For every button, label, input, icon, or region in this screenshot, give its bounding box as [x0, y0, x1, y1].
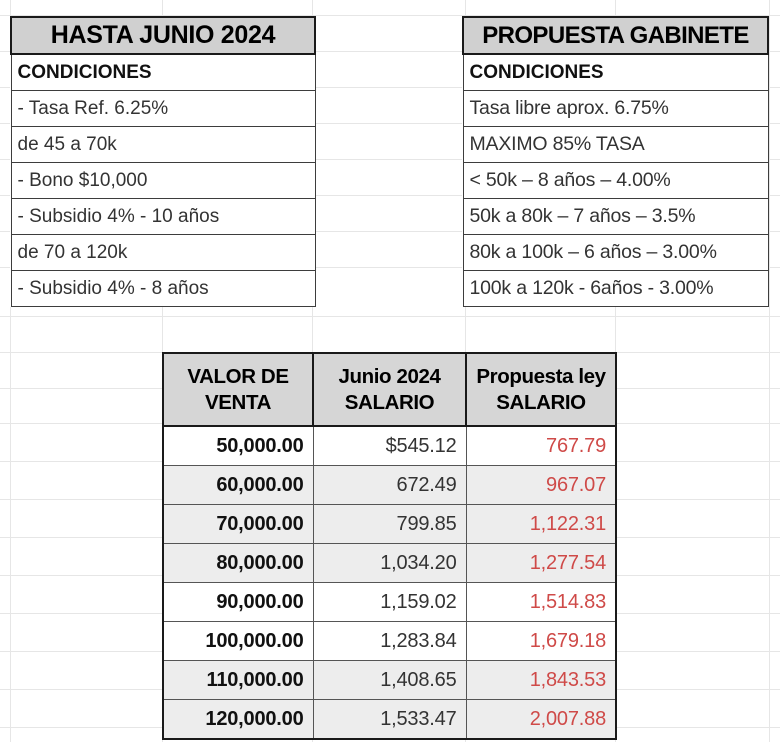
table-row: PROPUESTA GABINETE: [462, 16, 769, 55]
cell-valor-de-venta: 50,000.00: [162, 425, 314, 466]
table-row: 100,000.00 1,283.84 1,679.18: [162, 621, 617, 661]
hasta-junio-2024-panel: HASTA JUNIO 2024 CONDICIONES - Tasa Ref.…: [10, 16, 316, 307]
cell-propuesta-ley-salario: 2,007.88: [465, 699, 617, 740]
right-condition-3: < 50k – 8 años – 4.00%: [462, 162, 769, 199]
salary-comparison-table: VALOR DE VENTA Junio 2024 SALARIO Propue…: [162, 352, 617, 740]
table-row: 60,000.00 672.49 967.07: [162, 465, 617, 505]
left-condition-1: - Tasa Ref. 6.25%: [10, 90, 316, 127]
left-condition-2: de 45 a 70k: [10, 126, 316, 163]
cell-valor-de-venta: 100,000.00: [162, 621, 314, 661]
table-row: Tasa libre aprox. 6.75%: [462, 90, 769, 127]
header-line-2: SALARIO: [496, 390, 586, 414]
table-row: - Bono $10,000: [10, 162, 316, 199]
cell-junio-2024-salario: 1,533.47: [312, 699, 467, 740]
table-row: de 45 a 70k: [10, 126, 316, 163]
table-row: 70,000.00 799.85 1,122.31: [162, 504, 617, 544]
cell-valor-de-venta: 60,000.00: [162, 465, 314, 505]
right-condition-4: 50k a 80k – 7 años – 3.5%: [462, 198, 769, 235]
table-row: - Subsidio 4% - 10 años: [10, 198, 316, 235]
cell-propuesta-ley-salario: 767.79: [465, 425, 617, 466]
cell-junio-2024-salario: $545.12: [312, 425, 467, 466]
left-panel-subtitle: CONDICIONES: [10, 53, 316, 91]
table-row: 50k a 80k – 7 años – 3.5%: [462, 198, 769, 235]
right-condition-1: Tasa libre aprox. 6.75%: [462, 90, 769, 127]
header-line-2: SALARIO: [344, 390, 435, 414]
right-panel-title: PROPUESTA GABINETE: [462, 16, 769, 55]
table-row: 100k a 120k - 6años - 3.00%: [462, 270, 769, 307]
right-condition-2: MAXIMO 85% TASA: [462, 126, 769, 163]
cell-junio-2024-salario: 799.85: [312, 504, 467, 544]
header-line-1: Propuesta ley: [476, 364, 606, 388]
left-condition-6: - Subsidio 4% - 8 años: [10, 270, 316, 307]
table-row: 90,000.00 1,159.02 1,514.83: [162, 582, 617, 622]
right-condition-6: 100k a 120k - 6años - 3.00%: [462, 270, 769, 307]
table-row: < 50k – 8 años – 4.00%: [462, 162, 769, 199]
table-row: de 70 a 120k: [10, 234, 316, 271]
header-line-2: VENTA: [205, 390, 271, 414]
table-row: MAXIMO 85% TASA: [462, 126, 769, 163]
cell-propuesta-ley-salario: 1,122.31: [465, 504, 617, 544]
table-row: 120,000.00 1,533.47 2,007.88: [162, 699, 617, 740]
cell-valor-de-venta: 110,000.00: [162, 660, 314, 700]
table-row: 110,000.00 1,408.65 1,843.53: [162, 660, 617, 700]
table-row: CONDICIONES: [10, 53, 316, 91]
table-row: - Tasa Ref. 6.25%: [10, 90, 316, 127]
left-condition-5: de 70 a 120k: [10, 234, 316, 271]
cell-valor-de-venta: 120,000.00: [162, 699, 314, 740]
cell-junio-2024-salario: 1,034.20: [312, 543, 467, 583]
cell-junio-2024-salario: 672.49: [312, 465, 467, 505]
cell-junio-2024-salario: 1,408.65: [312, 660, 467, 700]
cell-propuesta-ley-salario: 967.07: [465, 465, 617, 505]
left-panel-title: HASTA JUNIO 2024: [10, 16, 316, 55]
right-panel-subtitle: CONDICIONES: [462, 53, 769, 91]
propuesta-gabinete-panel: PROPUESTA GABINETE CONDICIONES Tasa libr…: [462, 16, 769, 307]
cell-propuesta-ley-salario: 1,277.54: [465, 543, 617, 583]
cell-valor-de-venta: 90,000.00: [162, 582, 314, 622]
header-line-1: VALOR DE: [187, 364, 289, 388]
table-row: CONDICIONES: [462, 53, 769, 91]
cell-junio-2024-salario: 1,283.84: [312, 621, 467, 661]
cell-junio-2024-salario: 1,159.02: [312, 582, 467, 622]
cell-propuesta-ley-salario: 1,514.83: [465, 582, 617, 622]
left-condition-4: - Subsidio 4% - 10 años: [10, 198, 316, 235]
column-header-valor-de-venta: VALOR DE VENTA: [162, 352, 314, 427]
table-row: - Subsidio 4% - 8 años: [10, 270, 316, 307]
table-row: 80,000.00 1,034.20 1,277.54: [162, 543, 617, 583]
table-header-row: VALOR DE VENTA Junio 2024 SALARIO Propue…: [162, 352, 617, 427]
header-line-1: Junio 2024: [338, 364, 441, 388]
right-condition-5: 80k a 100k – 6 años – 3.00%: [462, 234, 769, 271]
left-condition-3: - Bono $10,000: [10, 162, 316, 199]
table-row: HASTA JUNIO 2024: [10, 16, 316, 55]
cell-valor-de-venta: 70,000.00: [162, 504, 314, 544]
cell-propuesta-ley-salario: 1,679.18: [465, 621, 617, 661]
table-row: 50,000.00 $545.12 767.79: [162, 425, 617, 466]
table-row: 80k a 100k – 6 años – 3.00%: [462, 234, 769, 271]
cell-valor-de-venta: 80,000.00: [162, 543, 314, 583]
column-header-propuesta-ley-salario: Propuesta ley SALARIO: [465, 352, 617, 427]
column-header-junio-2024-salario: Junio 2024 SALARIO: [312, 352, 467, 427]
cell-propuesta-ley-salario: 1,843.53: [465, 660, 617, 700]
